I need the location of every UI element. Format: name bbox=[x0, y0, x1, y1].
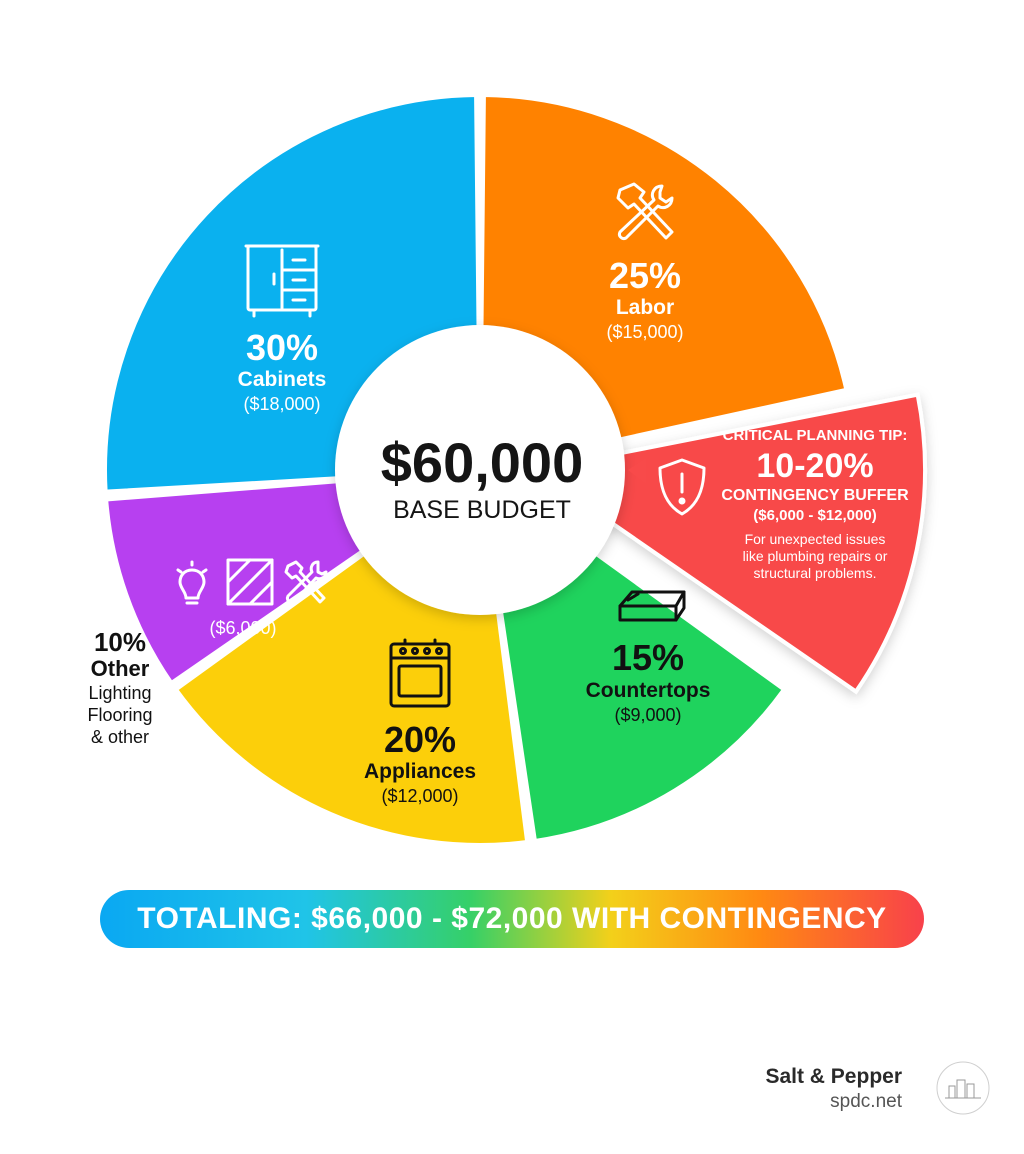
contingency-note-3: structural problems. bbox=[754, 565, 877, 581]
callout-pointer bbox=[628, 458, 646, 484]
cabinets-percent: 30% bbox=[246, 327, 318, 368]
center-value: $60,000 bbox=[381, 431, 583, 494]
cabinet-icon bbox=[244, 244, 320, 318]
labor-amount: ($15,000) bbox=[606, 322, 683, 342]
total-banner: TOTALING: $66,000 - $72,000 WITH CONTING… bbox=[100, 890, 924, 948]
flooring-icon bbox=[226, 558, 274, 606]
contingency-heading: CRITICAL PLANNING TIP: bbox=[723, 427, 908, 444]
other-line-flooring: Flooring bbox=[87, 705, 153, 725]
brand-url: spdc.net bbox=[830, 1091, 902, 1112]
labor-label: Labor bbox=[616, 296, 674, 319]
oven-icon bbox=[389, 638, 451, 708]
tools-small-icon bbox=[284, 560, 328, 604]
tools-icon bbox=[616, 182, 674, 240]
brand-name: Salt & Pepper bbox=[765, 1065, 902, 1088]
brand-block: Salt & Pepper spdc.net bbox=[730, 1065, 902, 1113]
countertop-icon bbox=[618, 590, 686, 622]
cabinets-label: Cabinets bbox=[238, 368, 327, 391]
other-line-lighting: Lighting bbox=[88, 683, 152, 703]
other-line-other: & other bbox=[90, 727, 150, 747]
other-label: Other bbox=[90, 656, 150, 681]
shield-alert-icon bbox=[658, 458, 706, 516]
lightbulb-icon bbox=[176, 560, 208, 605]
countertops-amount: ($9,000) bbox=[614, 705, 681, 725]
appliances-percent: 20% bbox=[384, 719, 456, 760]
countertops-percent: 15% bbox=[612, 637, 684, 678]
appliances-amount: ($12,000) bbox=[381, 786, 458, 806]
lightbulb-flooring-tools-icon bbox=[176, 558, 328, 606]
appliances-label: Appliances bbox=[364, 760, 476, 783]
other-legend: 10% Other Lighting Flooring & other bbox=[60, 628, 180, 748]
center-hole bbox=[335, 325, 625, 615]
contingency-note-2: like plumbing repairs or bbox=[743, 548, 888, 564]
labor-percent: 25% bbox=[609, 255, 681, 296]
contingency-note-1: For unexpected issues bbox=[745, 531, 886, 547]
brand-logo bbox=[936, 1061, 990, 1115]
cabinets-amount: ($18,000) bbox=[243, 394, 320, 414]
contingency-title: CONTINGENCY BUFFER bbox=[721, 487, 909, 504]
center-label: BASE BUDGET bbox=[393, 496, 571, 524]
contingency-range: 10-20% bbox=[756, 447, 873, 485]
contingency-amount: ($6,000 - $12,000) bbox=[753, 507, 876, 524]
countertops-label: Countertops bbox=[586, 679, 711, 702]
total-text: TOTALING: $66,000 - $72,000 WITH CONTING… bbox=[137, 902, 887, 935]
other-percent: 10% bbox=[93, 627, 147, 657]
other-amount: ($6,000) bbox=[209, 618, 276, 638]
